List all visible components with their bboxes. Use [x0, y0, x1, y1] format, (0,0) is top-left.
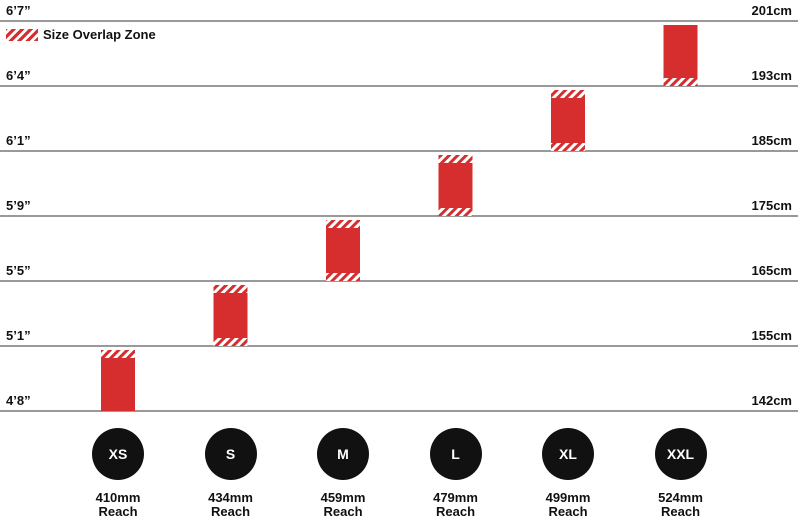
size-column-xs: XS 410mm Reach	[83, 428, 153, 519]
size-column-xl: XL 499mm Reach	[533, 428, 603, 519]
range-bar	[213, 285, 248, 346]
bars	[101, 25, 698, 411]
reach-value: 434mm	[208, 490, 253, 505]
metric-tick-label: 165cm	[752, 263, 792, 278]
imperial-tick-label: 5’1”	[6, 328, 31, 343]
reach-caption: Reach	[323, 504, 363, 519]
size-badge: M	[317, 428, 369, 480]
overlap-zone-bottom	[213, 338, 248, 346]
size-badge: L	[429, 428, 482, 480]
size-range-bar-s	[213, 285, 248, 346]
imperial-tick-label: 5’9”	[6, 198, 31, 213]
overlap-zone-top	[213, 285, 248, 293]
reach-caption: Reach	[435, 504, 476, 519]
reach-label: 479mm Reach	[421, 491, 491, 519]
overlap-zone-top	[326, 220, 360, 228]
reach-label: 499mm Reach	[533, 491, 603, 519]
metric-tick-label: 193cm	[752, 68, 792, 83]
size-range-bar-xs	[101, 350, 135, 411]
legend: Size Overlap Zone	[6, 27, 156, 42]
range-bar	[326, 220, 360, 281]
metric-tick-label: 142cm	[752, 393, 792, 408]
reach-label: 410mm Reach	[83, 491, 153, 519]
range-bar	[663, 25, 698, 86]
reach-caption: Reach	[98, 504, 138, 519]
imperial-tick-label: 5’5”	[6, 263, 31, 278]
metric-tick-label: 175cm	[752, 198, 792, 213]
range-bar	[438, 155, 473, 216]
metric-tick-label: 185cm	[752, 133, 792, 148]
metric-tick-label: 201cm	[752, 3, 792, 18]
reach-value: 524mm	[658, 490, 703, 505]
size-range-bar-xl	[551, 90, 585, 151]
size-column-m: M 459mm Reach	[308, 428, 378, 519]
overlap-zone-bottom	[326, 273, 360, 281]
reach-caption: Reach	[210, 504, 251, 519]
size-badge: XXL	[654, 428, 707, 480]
legend-label: Size Overlap Zone	[43, 27, 156, 42]
size-badge: XS	[92, 428, 144, 480]
overlap-zone-top	[438, 155, 473, 163]
size-column-l: L 479mm Reach	[421, 428, 491, 519]
range-bar	[551, 90, 585, 151]
size-range-bar-m	[326, 220, 360, 281]
size-range-bar-l	[438, 155, 473, 216]
reach-value: 410mm	[95, 490, 141, 505]
imperial-tick-label: 6’1”	[6, 133, 31, 148]
overlap-zone-bottom	[663, 78, 698, 86]
overlap-zone-top	[551, 90, 585, 98]
reach-caption: Reach	[548, 504, 588, 519]
size-range-bar-xxl	[663, 25, 698, 86]
size-badge: S	[204, 428, 257, 480]
overlap-zone-bottom	[438, 208, 473, 216]
reach-value: 479mm	[433, 490, 478, 505]
reach-label: 459mm Reach	[308, 491, 378, 519]
size-column-s: S 434mm Reach	[196, 428, 266, 519]
size-badge: XL	[542, 428, 594, 480]
overlap-zone-top	[101, 350, 135, 358]
imperial-tick-label: 6’4”	[6, 68, 31, 83]
reach-label: 524mm Reach	[646, 491, 716, 519]
axis-labels: 4’8” 142cm 5’1” 155cm 5’5” 165cm 5’9” 175cm 6’1”…	[6, 3, 792, 408]
reach-value: 499mm	[545, 490, 591, 505]
size-column-xxl: XXL 524mm Reach	[646, 428, 716, 519]
reach-value: 459mm	[320, 490, 366, 505]
reach-label: 434mm Reach	[196, 491, 266, 519]
imperial-tick-label: 6’7”	[6, 3, 31, 18]
imperial-tick-label: 4’8”	[6, 393, 31, 408]
reach-caption: Reach	[660, 504, 701, 519]
overlap-swatch	[6, 28, 38, 41]
overlap-zone-bottom	[551, 143, 585, 151]
metric-tick-label: 155cm	[752, 328, 792, 343]
gridlines	[0, 20, 798, 412]
range-bar	[101, 350, 135, 411]
